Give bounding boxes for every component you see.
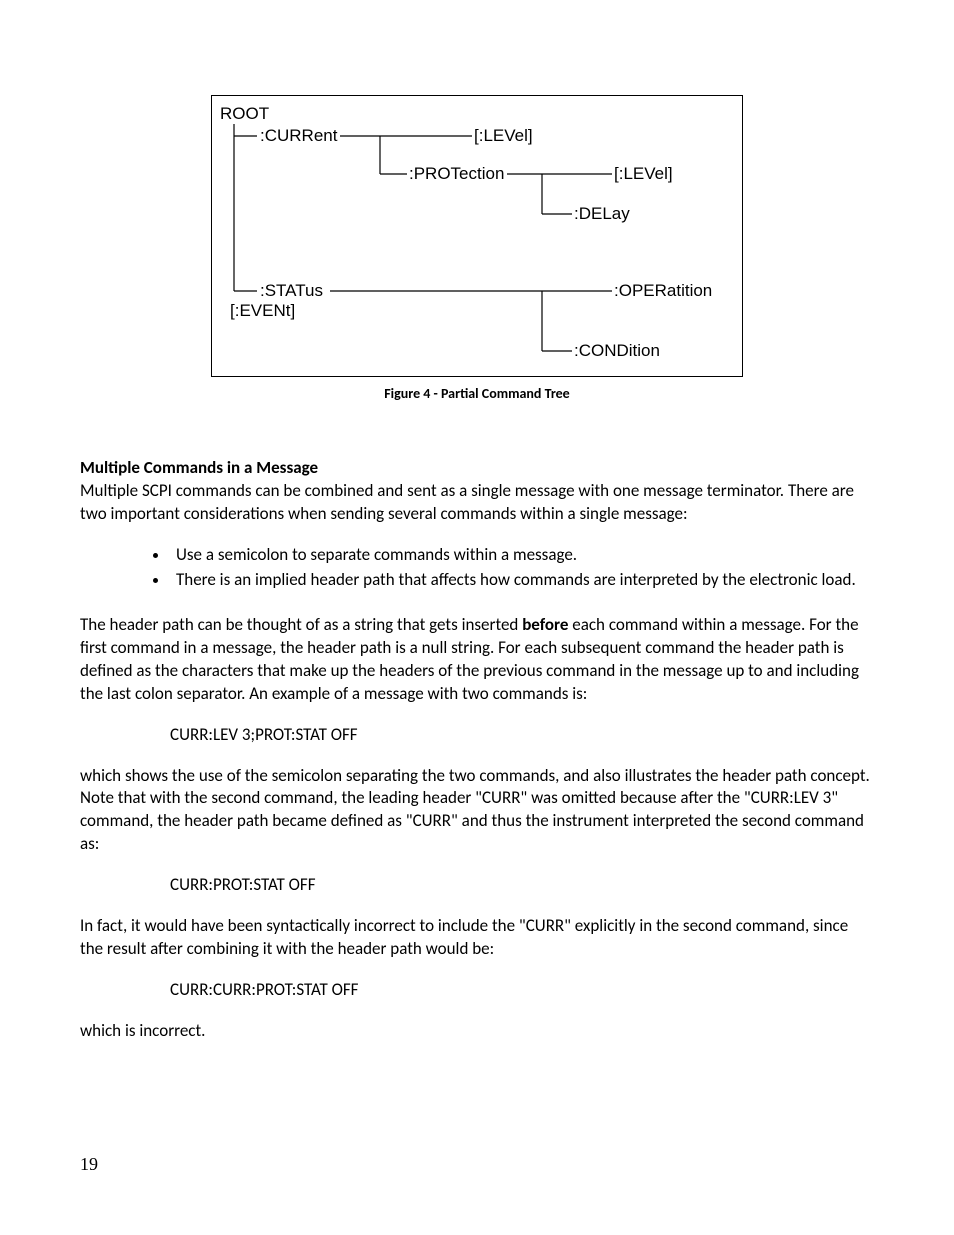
tree-node-event: [:EVENt] — [230, 301, 295, 321]
code-example-1: CURR:LEV 3;PROT:STAT OFF — [80, 724, 874, 745]
command-tree-figure: ROOT :CURRent [:LEVel] :PROTection [:LEV… — [211, 95, 743, 377]
tree-node-condition: :CONDition — [574, 341, 660, 361]
tree-node-operation: :OPERatition — [614, 281, 712, 301]
section-heading: Multiple Commands in a Message — [80, 457, 874, 478]
document-page: ROOT :CURRent [:LEVel] :PROTection [:LEV… — [0, 0, 954, 1235]
code-example-2: CURR:PROT:STAT OFF — [80, 874, 874, 895]
code-example-3: CURR:CURR:PROT:STAT OFF — [80, 979, 874, 1000]
page-number: 19 — [80, 1154, 98, 1175]
paragraph-5: which is incorrect. — [80, 1020, 874, 1043]
paragraph-3: which shows the use of the semicolon sep… — [80, 765, 874, 857]
tree-node-protection: :PROTection — [409, 164, 504, 184]
tree-node-delay: :DELay — [574, 204, 630, 224]
paragraph-4: In fact, it would have been syntacticall… — [80, 915, 874, 961]
bullet-item: Use a semicolon to separate commands wit… — [170, 544, 874, 567]
paragraph-1: Multiple SCPI commands can be combined a… — [80, 480, 874, 526]
tree-node-level1: [:LEVel] — [474, 126, 533, 146]
bullet-list: Use a semicolon to separate commands wit… — [80, 544, 874, 592]
tree-node-status: :STATus — [260, 281, 323, 301]
tree-node-level2: [:LEVel] — [614, 164, 673, 184]
paragraph-2: The header path can be thought of as a s… — [80, 614, 874, 706]
tree-node-root: ROOT — [220, 104, 269, 124]
figure-caption: Figure 4 - Partial Command Tree — [80, 385, 874, 402]
tree-node-current: :CURRent — [260, 126, 337, 146]
para2-part-a: The header path can be thought of as a s… — [80, 614, 522, 635]
bullet-item: There is an implied header path that aff… — [170, 569, 874, 592]
para2-bold: before — [522, 614, 568, 635]
